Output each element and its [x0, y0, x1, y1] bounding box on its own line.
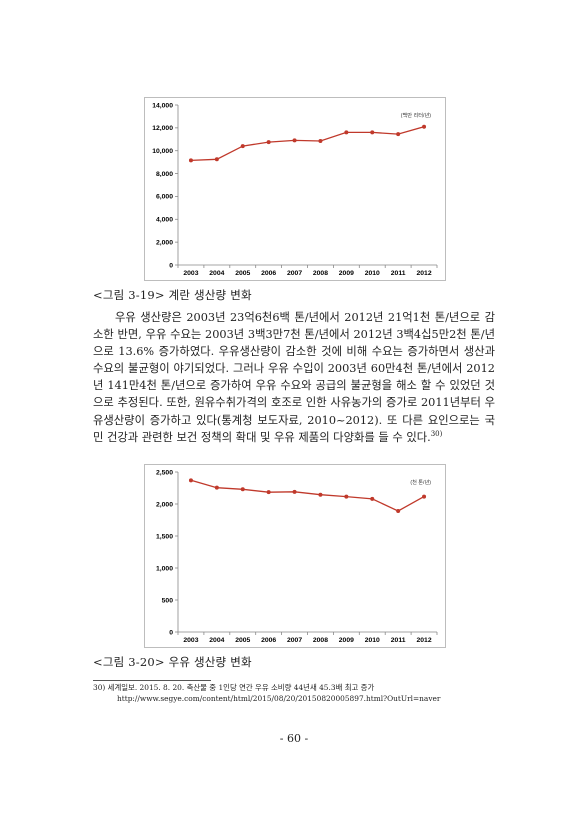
milk-chart-unit-label: (천 톤/년)	[410, 478, 431, 486]
egg-chart-y-tick-label: 10,000	[152, 148, 173, 155]
milk-chart-x-tick-label: 2005	[235, 637, 250, 644]
egg-chart-y-tick-label: 14,000	[152, 102, 173, 109]
milk-chart-data-point	[240, 487, 245, 492]
milk-chart-y-tick-label: 0	[169, 629, 173, 636]
milk-chart-x-tick-label: 2009	[339, 637, 354, 644]
milk-chart-x-tick-label: 2003	[183, 637, 198, 644]
milk-chart-data-point	[422, 494, 427, 499]
figure-3-20-caption: <그림 3-20> 우유 생산량 변화	[93, 655, 252, 669]
egg-chart-data-point	[240, 144, 245, 149]
milk-chart-y-tick-label: 500	[162, 597, 174, 604]
egg-chart-x-tick-label: 2011	[391, 270, 406, 277]
milk-chart-x-tick-label: 2010	[365, 637, 380, 644]
egg-chart-series-line	[190, 126, 425, 162]
milk-production-chart: 0 500 1,000 1,500 2,000 2,500 2003 2004 2005 2006…	[144, 464, 446, 648]
egg-chart-x-tick-label: 2003	[183, 270, 198, 277]
milk-chart-y-tick-label: 2,500	[156, 469, 173, 476]
milk-chart-y-tick-label: 2,000	[156, 501, 173, 508]
egg-chart-x-tick-label: 2010	[365, 270, 380, 277]
egg-chart-data-point	[214, 157, 219, 162]
egg-production-chart-svg: 0 2,000 4,000 6,000 8,000 10,000 12,000 14,000 2…	[152, 102, 438, 277]
egg-chart-data-point	[396, 132, 401, 137]
egg-chart-x-tick-label: 2005	[235, 270, 250, 277]
egg-production-chart: 0 2,000 4,000 6,000 8,000 10,000 12,000 14,000 2…	[144, 97, 446, 281]
egg-chart-data-point	[370, 130, 375, 135]
body-paragraph: 우유 생산량은 2003년 23억6천6백 톤/년에서 2012년 21억1천 …	[93, 309, 495, 446]
egg-chart-x-tick-label: 2007	[287, 270, 302, 277]
milk-chart-data-point	[318, 492, 323, 497]
milk-chart-x-tick-label: 2011	[391, 637, 406, 644]
milk-production-chart-svg: 0 500 1,000 1,500 2,000 2,500 2003 2004 2005 2006…	[156, 469, 438, 644]
milk-chart-y-tick-label: 1,000	[156, 565, 173, 572]
egg-chart-x-tick-label: 2006	[261, 270, 276, 277]
egg-chart-x-tick-label: 2009	[339, 270, 354, 277]
milk-chart-data-point	[344, 494, 349, 499]
milk-chart-x-tick-label: 2007	[287, 637, 302, 644]
figure-3-19-caption: <그림 3-19> 계란 생산량 변화	[93, 288, 252, 302]
egg-chart-data-point	[344, 130, 349, 135]
egg-chart-y-tick-label: 0	[169, 262, 173, 269]
milk-chart-data-point	[188, 478, 193, 483]
egg-chart-x-tick-label: 2008	[313, 270, 328, 277]
footnote-reference[interactable]: 30)	[430, 429, 443, 438]
footnote: 30) 세계일보. 2015. 8. 20. 축산물 중 1인당 연간 우유 소…	[93, 683, 513, 704]
egg-chart-x-tick-label: 2012	[416, 270, 431, 277]
milk-chart-x-tick-label: 2006	[261, 637, 276, 644]
milk-chart-y-tick-label: 1,500	[156, 533, 173, 540]
egg-chart-data-point	[266, 140, 271, 145]
egg-chart-y-tick-label: 8,000	[156, 171, 173, 178]
egg-chart-data-point	[422, 124, 427, 129]
milk-chart-data-point	[292, 489, 297, 494]
milk-chart-data-point	[214, 485, 219, 490]
footnote-citation: 세계일보. 2015. 8. 20. 축산물 중 1인당 연간 우유 소비량 4…	[107, 683, 375, 692]
egg-chart-data-point	[188, 158, 193, 163]
page-number: - 60 -	[279, 732, 309, 745]
milk-chart-x-tick-label: 2008	[313, 637, 328, 644]
egg-chart-y-tick-label: 2,000	[156, 239, 173, 246]
egg-chart-y-tick-label: 6,000	[156, 194, 173, 201]
footnote-url[interactable]: http://www.segye.com/content/html/2015/0…	[117, 693, 441, 703]
egg-chart-y-tick-label: 12,000	[152, 125, 173, 132]
footnote-number: 30)	[93, 683, 106, 692]
egg-chart-unit-label: (백만 리터/년)	[401, 111, 431, 119]
egg-chart-y-tick-label: 4,000	[156, 217, 173, 224]
paragraph-text: 우유 생산량은 2003년 23억6천6백 톤/년에서 2012년 21억1천 …	[93, 311, 495, 444]
milk-chart-data-point	[396, 509, 401, 514]
egg-chart-x-tick-label: 2004	[209, 270, 224, 277]
footnote-divider	[93, 680, 211, 681]
egg-chart-data-point	[318, 139, 323, 143]
milk-chart-data-point	[266, 490, 271, 495]
egg-chart-data-point	[292, 138, 297, 143]
milk-chart-x-tick-label: 2004	[209, 637, 224, 644]
milk-chart-x-tick-label: 2012	[416, 637, 431, 644]
milk-chart-series-line	[190, 479, 425, 512]
milk-chart-data-point	[370, 496, 375, 501]
